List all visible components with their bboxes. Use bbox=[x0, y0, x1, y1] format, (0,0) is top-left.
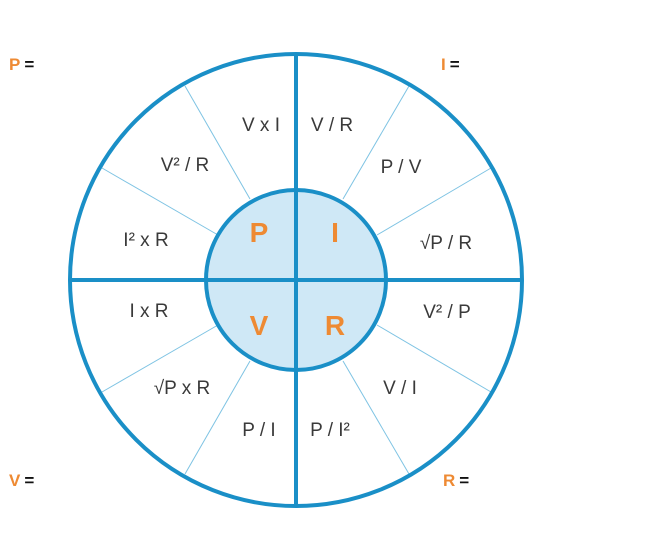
formula-r-v-over-i: V / I bbox=[383, 378, 417, 399]
corner-label-p: P = bbox=[9, 55, 34, 75]
formula-p-v-times-i: V x I bbox=[242, 115, 280, 136]
center-letter-i: I bbox=[331, 217, 339, 248]
corner-symbol-r: R bbox=[443, 471, 456, 490]
formula-i-p-over-v: P / V bbox=[381, 157, 422, 178]
formula-r-p-over-i-squared: P / I² bbox=[310, 420, 350, 441]
quadrant-axes bbox=[70, 54, 522, 506]
spoke bbox=[376, 324, 492, 393]
corner-symbol-p: P bbox=[9, 55, 21, 74]
formula-i-sqrt-p-over-r: √P / R bbox=[420, 233, 472, 254]
spoke bbox=[342, 360, 410, 475]
corner-label-r: R = bbox=[443, 471, 469, 491]
wheel-spokes bbox=[101, 85, 492, 475]
corner-symbol-i: I bbox=[441, 55, 446, 74]
corner-equals-p: = bbox=[24, 55, 35, 74]
spoke bbox=[342, 85, 410, 200]
center-letter-p: P bbox=[250, 217, 269, 248]
corner-label-i: I = bbox=[441, 55, 460, 75]
center-letter-r: R bbox=[325, 310, 345, 341]
formula-i-v-over-r: V / R bbox=[311, 115, 353, 136]
spoke bbox=[184, 360, 251, 475]
formula-v-sqrt-p-times-r: √P x R bbox=[154, 378, 211, 399]
formula-p-v-squared-over-r: V² / R bbox=[161, 155, 210, 176]
spoke bbox=[184, 85, 251, 200]
center-letter-v: V bbox=[250, 310, 269, 341]
spoke bbox=[101, 324, 219, 393]
corner-equals-r: = bbox=[459, 471, 470, 490]
spoke bbox=[376, 167, 492, 236]
spoke bbox=[101, 167, 219, 236]
formula-v-i-times-r: I x R bbox=[129, 301, 168, 322]
corner-symbol-v: V bbox=[9, 471, 21, 490]
formula-r-v-squared-over-p: V² / P bbox=[423, 302, 471, 323]
formula-p-i-squared-times-r: I² x R bbox=[123, 230, 168, 251]
corner-equals-v: = bbox=[24, 471, 35, 490]
corner-equals-i: = bbox=[449, 55, 460, 74]
formula-v-p-over-i: P / I bbox=[242, 420, 275, 441]
corner-label-v: V = bbox=[9, 471, 34, 491]
